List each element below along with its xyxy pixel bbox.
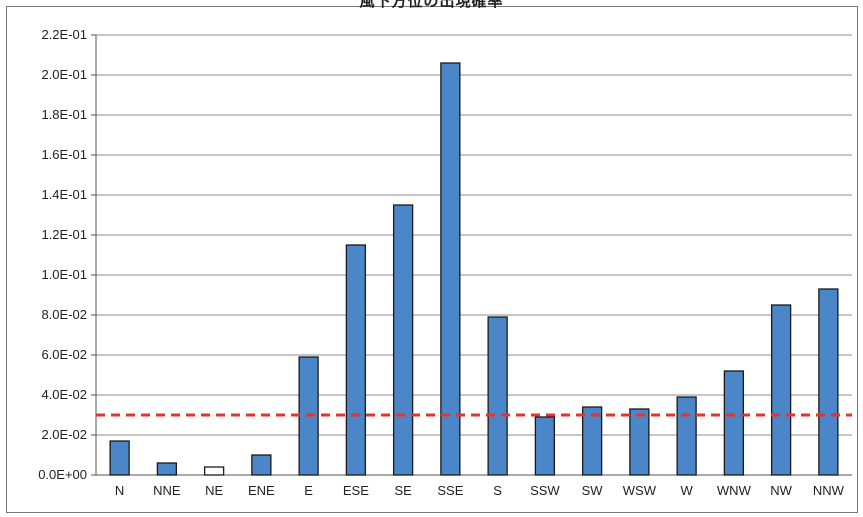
y-tick-label: 4.0E-02: [41, 387, 87, 402]
x-tick-label-nne: NNE: [153, 483, 181, 498]
y-tick-label: 2.0E-01: [41, 67, 87, 82]
chart-frame: [6, 6, 858, 513]
x-tick-label-ese: ESE: [343, 483, 369, 498]
bars: [109, 62, 839, 476]
y-tick-label: 1.8E-01: [41, 107, 87, 122]
x-tick-label-sse: SSE: [437, 483, 463, 498]
bar-w: [676, 396, 697, 476]
bar-ne: [203, 466, 225, 476]
x-tick-label-se: SE: [394, 483, 412, 498]
y-tick-label: 2.2E-01: [41, 27, 87, 42]
x-tick-label-wnw: WNW: [717, 483, 752, 498]
x-tick-labels: N NNE NE ENE E ESE SE SSE S SSW SW WSW W WNW NW NNW: [115, 483, 845, 498]
bar-ene: [251, 454, 272, 476]
x-tick-label-w: W: [680, 483, 693, 498]
x-tick-label-ssw: SSW: [530, 483, 560, 498]
x-tick-label-wsw: WSW: [623, 483, 657, 498]
bar-ese: [345, 244, 367, 476]
y-tick-label: 1.6E-01: [41, 147, 87, 162]
bar-wsw: [629, 408, 650, 476]
x-tick-label-nw: NW: [770, 483, 792, 498]
y-tick-label: 1.4E-01: [41, 187, 87, 202]
bar-nne: [156, 462, 178, 476]
chart-title: 風下方位の出現確率: [359, 0, 504, 10]
y-tick-label: 1.0E-01: [41, 267, 87, 282]
y-tick-label: 0.0E+00: [38, 467, 87, 482]
y-tick-labels: 0.0E+00 2.0E-02 4.0E-02 6.0E-02 8.0E-02 1.0E-…: [38, 27, 87, 482]
x-tick-label-n: N: [115, 483, 124, 498]
x-tick-label-s: S: [493, 483, 502, 498]
bar-sse: [440, 62, 461, 476]
x-tick-label-ne: NE: [205, 483, 223, 498]
bar-sw: [581, 406, 603, 476]
bar-n: [109, 440, 130, 476]
bar-nw: [770, 304, 792, 476]
x-tick-label-sw: SW: [582, 483, 604, 498]
bar-nnw: [818, 288, 839, 476]
x-tick-label-ene: ENE: [248, 483, 275, 498]
y-tick-label: 8.0E-02: [41, 307, 87, 322]
y-tick-label: 6.0E-02: [41, 347, 87, 362]
y-tick-label: 2.0E-02: [41, 427, 87, 442]
bar-se: [392, 204, 414, 476]
y-tick-label: 1.2E-01: [41, 227, 87, 242]
bar-wnw: [723, 370, 745, 476]
x-tick-label-e: E: [304, 483, 313, 498]
bar-s: [487, 316, 508, 476]
bar-ssw: [534, 416, 556, 476]
x-tick-label-nnw: NNW: [813, 483, 845, 498]
